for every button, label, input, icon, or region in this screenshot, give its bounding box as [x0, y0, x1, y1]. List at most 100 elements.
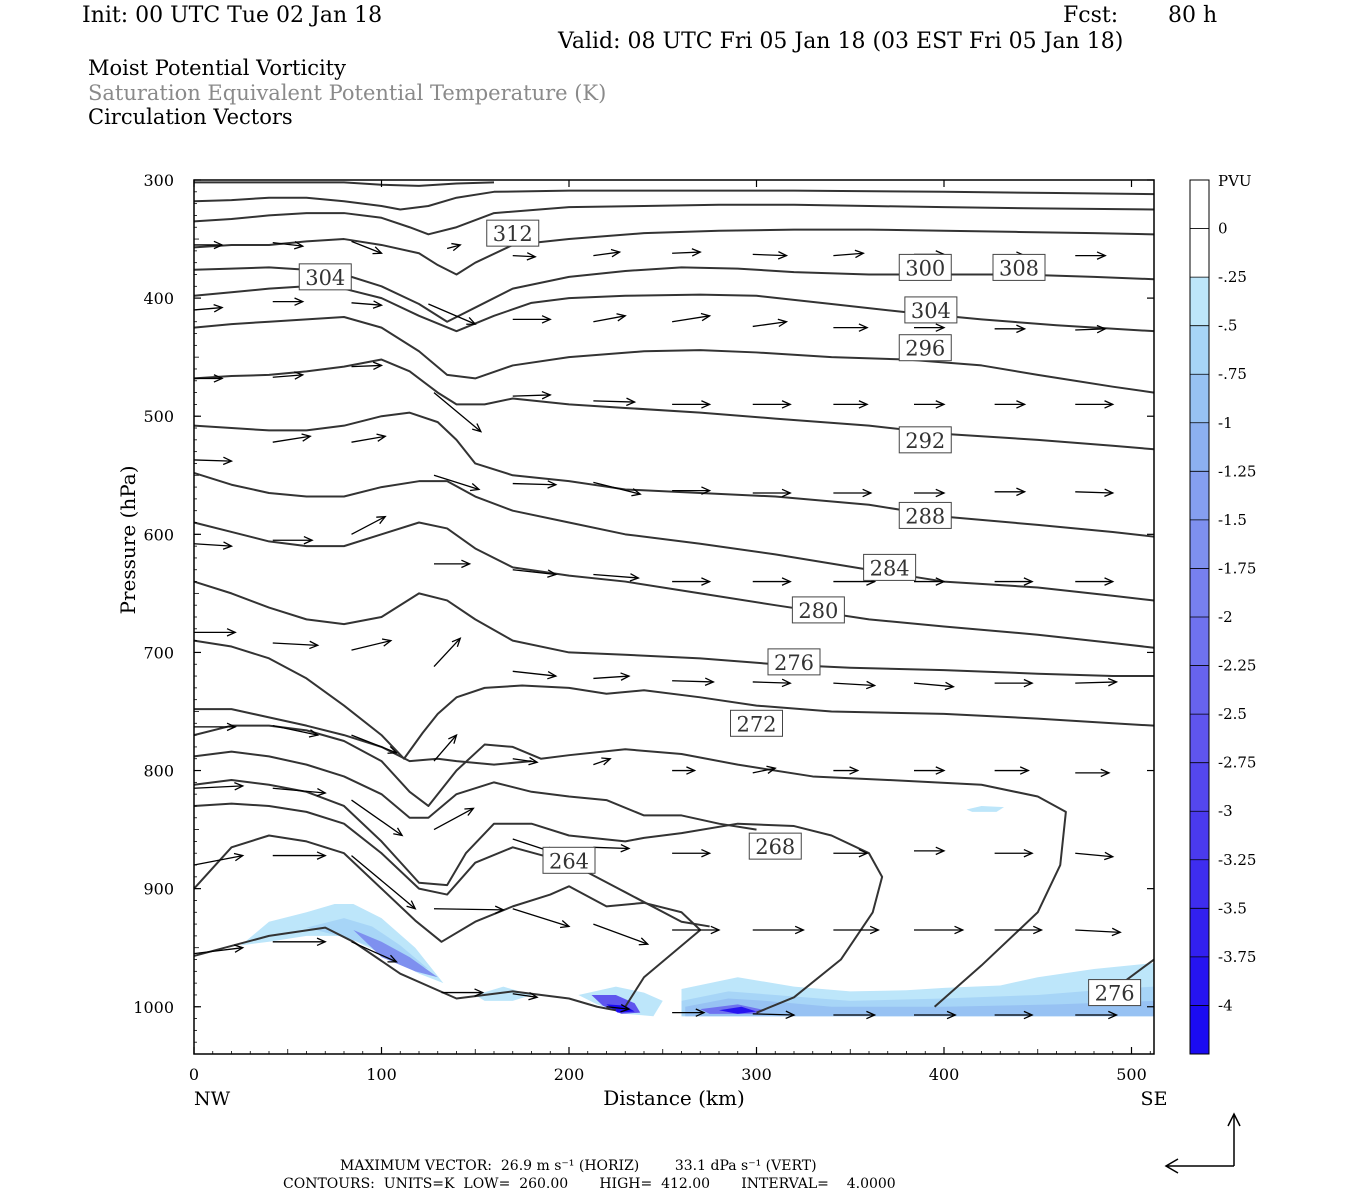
circulation-vector	[833, 323, 869, 332]
circulation-vector	[672, 248, 702, 257]
contour-308-17	[193, 228, 1155, 276]
colorbar-swatch	[1190, 180, 1209, 230]
svg-text:272: 272	[736, 712, 776, 736]
circulation-vector	[1075, 577, 1115, 586]
circulation-vector	[433, 392, 483, 433]
contour-268-3	[193, 778, 884, 1014]
contour-272-5	[193, 724, 1067, 1008]
colorbar-tick-label: -4	[1218, 996, 1233, 1014]
circulation-vector	[193, 303, 224, 313]
contour-312-18	[193, 203, 1155, 236]
mpv-shade-11	[719, 1006, 757, 1014]
circulation-vector	[752, 400, 792, 409]
circulation-vector	[672, 677, 715, 686]
circulation-vector	[593, 573, 640, 582]
x-tick-label: 300	[741, 1065, 772, 1084]
circulation-vector	[914, 577, 946, 586]
colorbar-tick-label: -.75	[1218, 365, 1247, 383]
colorbar-swatch	[1190, 908, 1209, 958]
circulation-vector	[272, 297, 305, 306]
circulation-vector	[752, 318, 789, 328]
circulation-vector	[512, 569, 558, 578]
colorbar-tick-label: 0	[1218, 220, 1228, 238]
y-tick-label: 500	[143, 407, 174, 426]
svg-text:292: 292	[905, 429, 945, 453]
circulation-vector	[272, 725, 320, 738]
circulation-vector	[914, 488, 946, 498]
y-tick-label: 800	[143, 762, 174, 781]
contour-300-14	[193, 316, 1155, 394]
colorbar-swatch	[1190, 859, 1209, 909]
colorbar-tick-label: -3.75	[1218, 948, 1256, 966]
svg-text:276: 276	[1095, 982, 1135, 1006]
circulation-vector	[1075, 768, 1111, 778]
circulation-vector	[512, 670, 558, 680]
circulation-vector	[994, 324, 1027, 334]
circulation-vector	[272, 851, 327, 860]
circulation-vector	[351, 734, 398, 754]
circulation-vector	[752, 577, 792, 586]
contour-284-10	[193, 521, 1155, 649]
circulation-vector	[606, 1004, 631, 1013]
circulation-vector	[833, 488, 873, 498]
circulation-vector	[433, 807, 475, 831]
x-tick-label: 400	[929, 1065, 960, 1084]
circulation-vector	[351, 638, 393, 651]
circulation-vector	[351, 433, 387, 443]
circulation-vector	[672, 766, 697, 775]
contour-304-15	[193, 285, 1155, 333]
circulation-vector	[351, 855, 417, 910]
circulation-vector	[272, 371, 305, 380]
circulation-vector	[914, 400, 946, 409]
y-tick-label: 1000	[133, 998, 174, 1017]
field-title-vectors: Circulation Vectors	[88, 105, 293, 129]
colorbar-swatch	[1190, 714, 1209, 764]
circulation-vector	[672, 925, 721, 935]
circulation-vector	[593, 757, 612, 766]
colorbar-tick-label: -3.5	[1218, 899, 1247, 917]
x-tick-label: 200	[554, 1065, 585, 1084]
circulation-vector	[428, 303, 477, 325]
colorbar-tick-label: -1.75	[1218, 559, 1256, 577]
colorbar-tick-label: -1.5	[1218, 511, 1247, 529]
circulation-vector	[512, 991, 539, 1001]
circulation-vector	[193, 782, 245, 791]
circulation-vector	[193, 456, 234, 466]
contour-label: 304	[904, 296, 958, 324]
field-title-theta-e: Saturation Equivalent Potential Temperat…	[88, 81, 607, 105]
circulation-vector	[351, 799, 404, 837]
circulation-vector	[1075, 1010, 1119, 1020]
y-tick-label: 600	[143, 525, 174, 544]
circulation-vector	[672, 486, 712, 495]
circulation-vector	[272, 433, 312, 443]
contour-label: 284	[863, 553, 917, 581]
circulation-vector	[994, 848, 1034, 858]
mpv-shade-2	[353, 929, 438, 978]
x-end-label-nw: NW	[194, 1088, 231, 1110]
svg-text:264: 264	[549, 849, 589, 873]
circulation-vector	[593, 843, 631, 853]
colorbar-swatch	[1190, 277, 1209, 327]
circulation-vector	[593, 672, 631, 681]
circulation-vector	[833, 400, 869, 409]
colorbar-title: PVU	[1218, 172, 1252, 190]
contour-label: 276	[767, 648, 821, 676]
colorbar-swatch	[1190, 471, 1209, 521]
colorbar-swatch	[1190, 811, 1209, 861]
circulation-vector	[433, 637, 462, 668]
contour-292-12	[193, 411, 1155, 538]
circulation-vector	[672, 577, 712, 586]
circulation-vector	[1075, 488, 1115, 497]
colorbar-swatch	[1190, 519, 1209, 569]
mpv-shade-0	[240, 904, 444, 984]
init-time: Init: 00 UTC Tue 02 Jan 18	[82, 3, 383, 28]
colorbar-swatch	[1190, 762, 1209, 812]
contour-label: 264	[542, 846, 596, 874]
y-tick-label: 300	[143, 171, 174, 190]
mpv-shade-3	[475, 986, 532, 1001]
x-tick-label: 100	[366, 1065, 397, 1084]
contour-264-1	[193, 834, 702, 1008]
circulation-vector	[351, 515, 387, 535]
circulation-vector	[272, 787, 327, 797]
circulation-vector	[994, 487, 1027, 497]
